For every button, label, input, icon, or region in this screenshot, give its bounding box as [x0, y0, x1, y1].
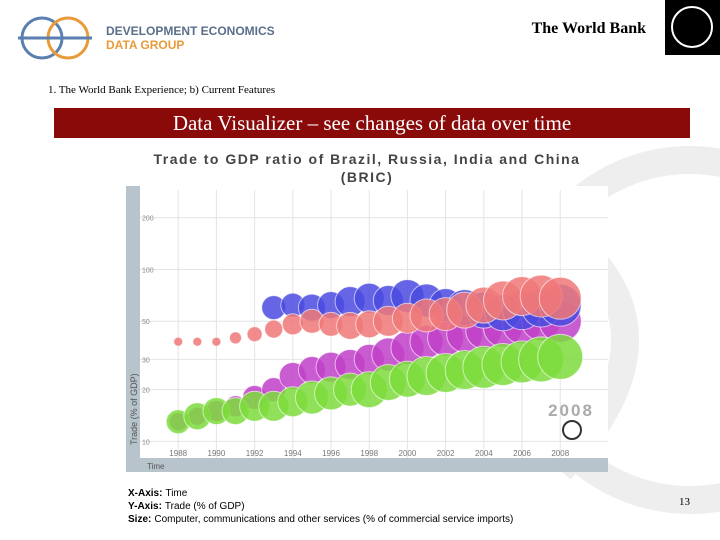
- chart: Trade to GDP ratio of Brazil, Russia, In…: [129, 151, 608, 471]
- logo: [18, 16, 92, 60]
- wb-logo-globe: [671, 6, 713, 48]
- bubble: [211, 336, 222, 347]
- logo-text: DEVELOPMENT ECONOMICS: [106, 24, 275, 38]
- bubble: [264, 319, 284, 339]
- footer-line: Y-Axis: Trade (% of GDP): [128, 501, 245, 512]
- page-number: 13: [679, 496, 691, 508]
- x-tick-label: 1990: [208, 449, 226, 458]
- x-tick-label: 1994: [284, 449, 302, 458]
- x-tick-label: 2002: [437, 449, 455, 458]
- banner: [54, 108, 690, 138]
- footer-label: Size:: [128, 514, 151, 525]
- x-tick-label: 1998: [360, 449, 378, 458]
- y-axis-label: Trade (% of GDP): [129, 373, 139, 445]
- y-tick-label: 200: [142, 216, 154, 223]
- bubble: [537, 333, 584, 380]
- chart-title: Trade to GDP ratio of Brazil, Russia, In…: [154, 151, 581, 185]
- bubble: [538, 276, 582, 320]
- footer-label: X-Axis:: [128, 488, 162, 499]
- wb-mini-logo: [562, 420, 582, 440]
- y-tick-label: 100: [142, 267, 154, 274]
- x-tick-label: 1996: [322, 449, 340, 458]
- footer-label: Y-Axis:: [128, 501, 162, 512]
- bubble: [173, 336, 184, 347]
- breadcrumb: 1. The World Bank Experience; b) Current…: [48, 84, 275, 96]
- org-name: The World Bank: [532, 20, 647, 37]
- x-tick-label: 2000: [399, 449, 417, 458]
- logo-text: DATA GROUP: [106, 38, 184, 52]
- banner-text: Data Visualizer – see changes of data ov…: [173, 111, 571, 135]
- y-tick-label: 10: [142, 439, 150, 446]
- x-tick-label: 2004: [475, 449, 493, 458]
- y-tick-label: 20: [142, 388, 150, 395]
- bubble: [229, 331, 243, 345]
- bubble: [192, 336, 203, 347]
- year-annotation: 2008: [548, 401, 594, 420]
- y-tick-label: 50: [142, 319, 150, 326]
- bubble: [246, 326, 263, 343]
- footer-text: Time: [165, 488, 187, 499]
- footer-text: Trade (% of GDP): [165, 501, 245, 512]
- x-tick-label: 2006: [513, 449, 531, 458]
- x-tick-label: 2008: [551, 449, 569, 458]
- x-axis-band: [126, 458, 608, 472]
- footer-text: Computer, communications and other servi…: [154, 514, 513, 525]
- wb-logo: [665, 0, 720, 55]
- y-axis-band: [126, 186, 140, 458]
- y-tick-label: 30: [142, 357, 150, 364]
- x-tick-label: 1988: [169, 449, 187, 458]
- footer-line: X-Axis: Time: [128, 488, 188, 499]
- footer-line: Size: Computer, communications and other …: [128, 514, 513, 525]
- x-tick-label: 1992: [246, 449, 264, 458]
- x-axis-label: Time: [147, 462, 165, 471]
